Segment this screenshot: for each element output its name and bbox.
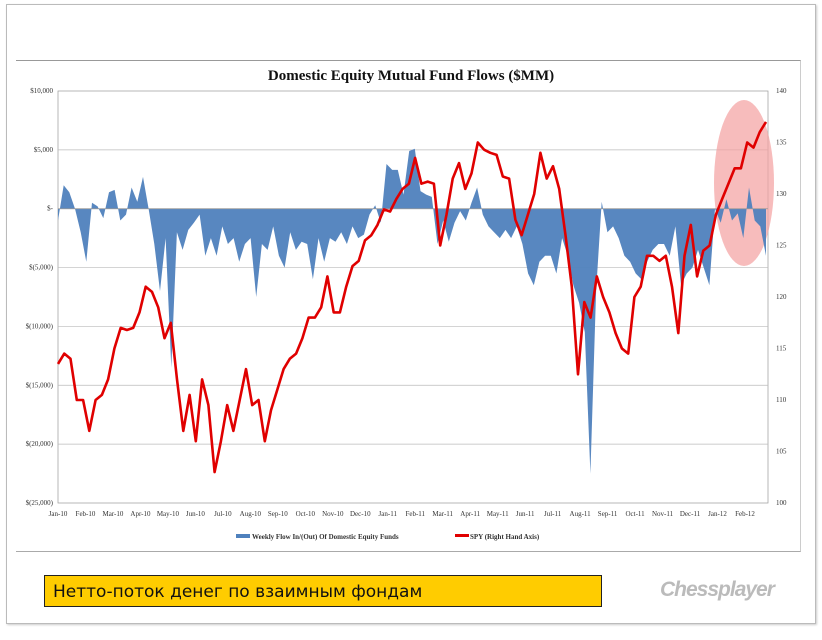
x-tick-label: Sep-11 <box>598 510 618 518</box>
x-tick-label: Dec-11 <box>680 510 701 518</box>
x-tick-label: Oct-11 <box>625 510 645 518</box>
y-left-tick-label: $(10,000) <box>26 322 54 330</box>
chart-frame <box>16 60 801 552</box>
y-left-tick-label: $(25,000) <box>26 499 54 507</box>
x-tick-label: Feb-12 <box>735 510 755 518</box>
legend-flow-label: Weekly Flow In/(Out) Of Domestic Equity … <box>252 533 399 541</box>
x-tick-label: Jun-11 <box>516 510 535 518</box>
x-tick-label: Dec-10 <box>350 510 371 518</box>
x-tick-label: Feb-11 <box>405 510 425 518</box>
x-tick-label: Mar-10 <box>103 510 124 518</box>
flow-area-series <box>58 148 766 474</box>
x-tick-label: Sep-10 <box>268 510 288 518</box>
x-tick-label: Oct-10 <box>296 510 316 518</box>
x-tick-label: Jul-11 <box>544 510 562 518</box>
caption-box: Нетто-поток денег по взаимным фондам <box>44 575 602 607</box>
x-tick-label: Apr-11 <box>460 510 480 518</box>
y-right-tick-label: 110 <box>776 396 787 404</box>
legend-spy-label: SPY (Right Hand Axis) <box>470 533 540 541</box>
x-tick-label: Mar-11 <box>432 510 453 518</box>
y-right-tick-label: 130 <box>776 190 787 198</box>
x-tick-label: Jun-10 <box>186 510 206 518</box>
legend-flow-swatch <box>236 534 250 538</box>
x-tick-label: May-10 <box>157 510 180 518</box>
x-tick-label: Jan-12 <box>708 510 727 518</box>
y-left-tick-label: $- <box>47 205 54 213</box>
y-right-tick-label: 120 <box>776 293 787 301</box>
y-left-tick-label: $(15,000) <box>26 381 54 389</box>
x-tick-label: May-11 <box>487 510 509 518</box>
y-right-tick-label: 135 <box>776 139 787 147</box>
slide-frame <box>6 4 816 624</box>
spy-line-series <box>56 121 768 474</box>
y-left-tick-label: $10,000 <box>30 87 53 95</box>
x-tick-label: Jul-10 <box>214 510 232 518</box>
x-tick-label: Jan-11 <box>379 510 398 518</box>
x-tick-label: Apr-10 <box>130 510 151 518</box>
x-tick-label: Aug-10 <box>240 510 262 518</box>
y-left-tick-label: $5,000 <box>34 146 54 154</box>
chart-title: Domestic Equity Mutual Fund Flows ($MM) <box>268 68 554 84</box>
y-right-tick-label: 105 <box>776 448 787 456</box>
y-left-tick-label: $(20,000) <box>26 440 54 448</box>
y-right-tick-label: 115 <box>776 345 787 353</box>
x-tick-label: Feb-10 <box>76 510 96 518</box>
x-tick-label: Jan-10 <box>49 510 68 518</box>
legend-spy-swatch <box>455 534 469 537</box>
y-right-tick-label: 140 <box>776 87 787 95</box>
y-left-tick-label: $(5,000) <box>29 264 54 272</box>
x-tick-label: Aug-11 <box>570 510 592 518</box>
y-right-tick-label: 125 <box>776 242 787 250</box>
y-right-tick-label: 100 <box>776 499 787 507</box>
x-tick-label: Nov-10 <box>322 510 344 518</box>
chessplayer-watermark: Chessplayer <box>660 578 775 601</box>
fund-flows-chart: Domestic Equity Mutual Fund Flows ($MM) $… <box>26 68 787 541</box>
x-tick-label: Nov-11 <box>652 510 674 518</box>
